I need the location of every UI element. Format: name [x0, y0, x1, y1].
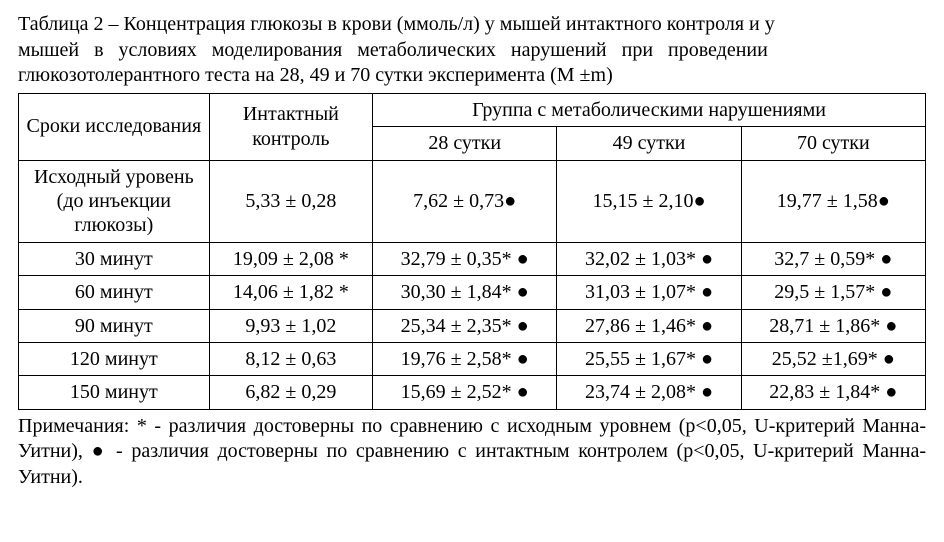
cell-70: 25,52 ±1,69* ● — [741, 342, 925, 375]
hdr-period: Сроки исследования — [19, 93, 210, 160]
hdr-49: 49 сутки — [557, 127, 741, 160]
cell-49: 25,55 ± 1,67* ● — [557, 342, 741, 375]
caption-line1: Таблица 2 – Концентрация глюкозы в крови… — [18, 13, 775, 35]
hdr-28: 28 сутки — [373, 127, 557, 160]
cell-49: 23,74 ± 2,08* ● — [557, 376, 741, 409]
cell-28: 15,69 ± 2,52* ● — [373, 376, 557, 409]
cell-70: 29,5 ± 1,57* ● — [741, 276, 925, 309]
glucose-table: Сроки исследования Интактный контроль Гр… — [18, 93, 926, 410]
row-label: 150 минут — [19, 376, 210, 409]
cell-intact: 6,82 ± 0,29 — [209, 376, 372, 409]
row-label: Исходный уровень (до инъекции глюкозы) — [19, 160, 210, 242]
cell-intact: 19,09 ± 2,08 * — [209, 242, 372, 275]
cell-intact: 8,12 ± 0,63 — [209, 342, 372, 375]
hdr-group: Группа с метаболическими нарушениями — [373, 93, 926, 126]
table-row: 120 минут 8,12 ± 0,63 19,76 ± 2,58* ● 25… — [19, 342, 926, 375]
table-caption: Таблица 2 – Концентрация глюкозы в крови… — [18, 12, 926, 89]
table-row: 30 минут 19,09 ± 2,08 * 32,79 ± 0,35* ● … — [19, 242, 926, 275]
table-row: Исходный уровень (до инъекции глюкозы) 5… — [19, 160, 926, 242]
table-body: Исходный уровень (до инъекции глюкозы) 5… — [19, 160, 926, 409]
caption-line3: глюкозотолерантного теста на 28, 49 и 70… — [18, 64, 613, 86]
cell-28: 25,34 ± 2,35* ● — [373, 309, 557, 342]
cell-70: 19,77 ± 1,58● — [741, 160, 925, 242]
cell-intact: 9,93 ± 1,02 — [209, 309, 372, 342]
cell-28: 7,62 ± 0,73● — [373, 160, 557, 242]
row-label: 30 минут — [19, 242, 210, 275]
cell-intact: 14,06 ± 1,82 * — [209, 276, 372, 309]
hdr-intact: Интактный контроль — [209, 93, 372, 160]
row-label: 60 минут — [19, 276, 210, 309]
cell-28: 19,76 ± 2,58* ● — [373, 342, 557, 375]
document-page: Таблица 2 – Концентрация глюкозы в крови… — [0, 0, 944, 542]
hdr-70: 70 сутки — [741, 127, 925, 160]
table-footnotes: Примечания: * - различия достоверны по с… — [18, 414, 926, 491]
cell-49: 15,15 ± 2,10● — [557, 160, 741, 242]
row-label: 120 минут — [19, 342, 210, 375]
table-row: 90 минут 9,93 ± 1,02 25,34 ± 2,35* ● 27,… — [19, 309, 926, 342]
cell-49: 27,86 ± 1,46* ● — [557, 309, 741, 342]
cell-70: 28,71 ± 1,86* ● — [741, 309, 925, 342]
header-row-1: Сроки исследования Интактный контроль Гр… — [19, 93, 926, 126]
row-label: 90 минут — [19, 309, 210, 342]
table-head: Сроки исследования Интактный контроль Гр… — [19, 93, 926, 160]
cell-49: 32,02 ± 1,03* ● — [557, 242, 741, 275]
cell-70: 32,7 ± 0,59* ● — [741, 242, 925, 275]
caption-line2: мышей в условиях моделирования метаболич… — [18, 38, 926, 64]
table-row: 60 минут 14,06 ± 1,82 * 30,30 ± 1,84* ● … — [19, 276, 926, 309]
cell-70: 22,83 ± 1,84* ● — [741, 376, 925, 409]
cell-28: 32,79 ± 0,35* ● — [373, 242, 557, 275]
table-row: 150 минут 6,82 ± 0,29 15,69 ± 2,52* ● 23… — [19, 376, 926, 409]
cell-intact: 5,33 ± 0,28 — [209, 160, 372, 242]
cell-28: 30,30 ± 1,84* ● — [373, 276, 557, 309]
cell-49: 31,03 ± 1,07* ● — [557, 276, 741, 309]
